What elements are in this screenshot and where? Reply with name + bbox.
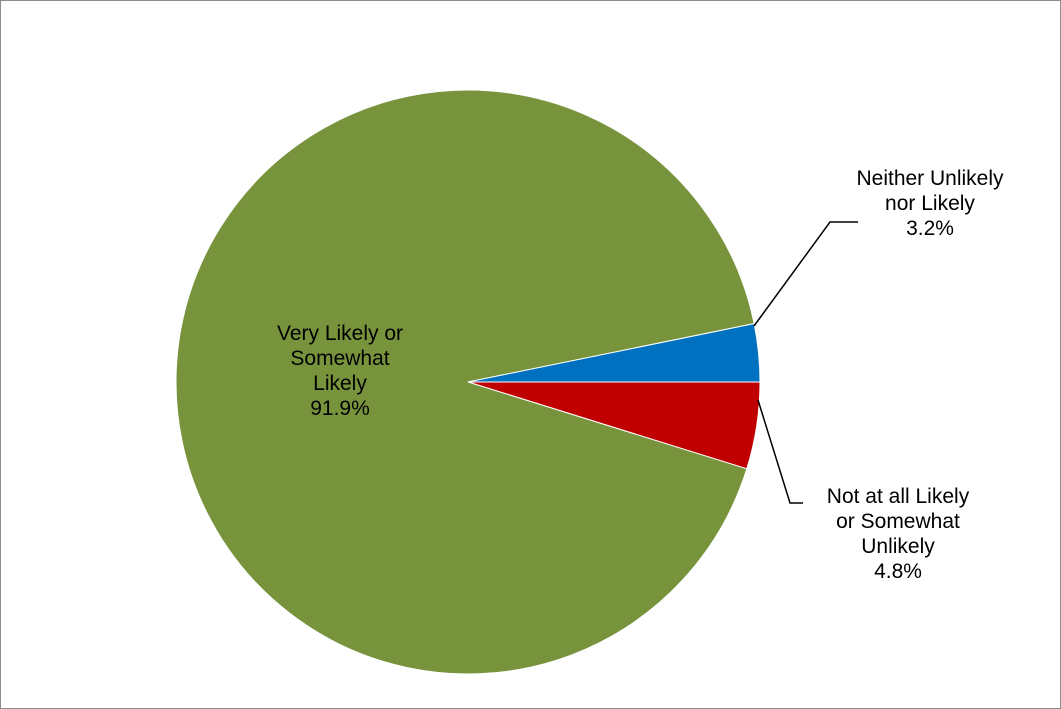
data-label-line: nor Likely (885, 192, 975, 215)
data-label-line: Likely (313, 372, 367, 395)
data-label-value: 91.9% (310, 397, 370, 420)
data-label-line: or Somewhat (836, 510, 960, 533)
leader-line (753, 221, 858, 327)
data-label-line: Not at all Likely (827, 485, 970, 508)
data-label-line: Very Likely or (277, 322, 403, 345)
data-label-line: Somewhat (290, 347, 389, 370)
pie-slices (175, 89, 761, 675)
data-labels: Very Likely or Somewhat Likely 91.9% Neither… (277, 167, 1004, 583)
data-label-line: Unlikely (861, 535, 935, 558)
slice-neither (467, 323, 761, 383)
leader-lines (753, 221, 858, 504)
data-label: Very Likely or Somewhat Likely 91.9% (277, 322, 403, 420)
data-label-line: Neither Unlikely (856, 167, 1004, 190)
data-label: Not at all Likely or Somewhat Unlikely 4.8% (827, 485, 970, 583)
slice-very-likely (175, 89, 755, 675)
data-label-value: 4.8% (874, 560, 922, 583)
leader-line (757, 399, 803, 504)
data-label-value: 3.2% (906, 217, 954, 240)
data-label: Neither Unlikely nor Likely 3.2% (856, 167, 1004, 240)
